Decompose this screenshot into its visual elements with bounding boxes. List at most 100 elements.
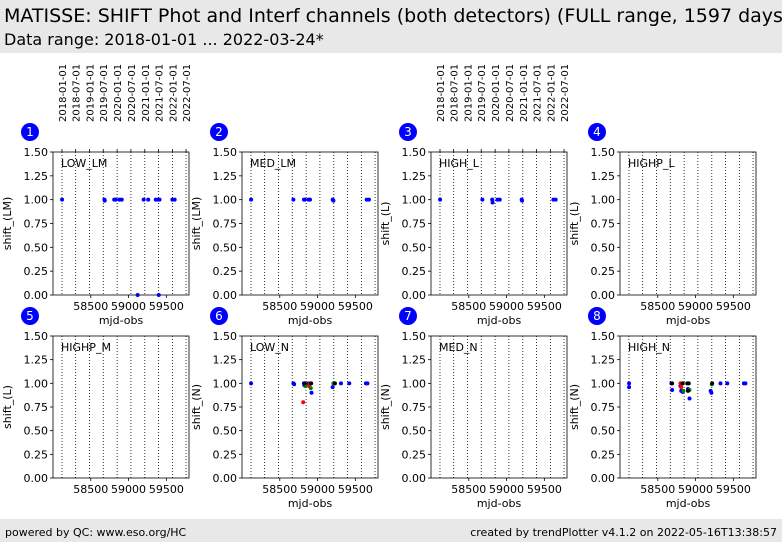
panel-8-point xyxy=(686,381,691,386)
panel-3-date-label: 2021-01-01 xyxy=(519,64,530,122)
panel-4-ytick-label: 0.25 xyxy=(591,265,616,278)
panel-7-ylabel: shift_(N) xyxy=(379,384,392,430)
panel-3-date-label: 2022-07-01 xyxy=(560,64,571,122)
panel-8-ytick-label: 0.00 xyxy=(591,472,616,485)
panel-4-label: HIGHP_L xyxy=(628,157,675,170)
panel-7-ytick-label: 1.50 xyxy=(402,330,427,343)
panel-2-ylabel: shift_(LM) xyxy=(190,197,203,250)
panel-1-date-label: 2018-01-01 xyxy=(58,64,69,122)
panel-7-badge-number: 7 xyxy=(404,309,412,323)
panel-3-point xyxy=(480,197,485,202)
panel-8-ylabel: shift_(N) xyxy=(568,384,581,430)
panel-4-ytick-label: 1.00 xyxy=(591,194,616,207)
panel-3-ytick-label: 1.00 xyxy=(402,194,427,207)
panel-2-ytick-label: 0.00 xyxy=(213,289,238,302)
panel-7-badge xyxy=(399,307,417,325)
panel-1-point xyxy=(135,293,140,297)
panel-8-badge xyxy=(588,307,606,325)
panel-8-ytick-label: 0.75 xyxy=(591,401,616,414)
panel-1-point xyxy=(156,293,161,297)
panel-3-date-label: 2021-07-01 xyxy=(532,64,543,122)
panel-8-ytick-label: 1.25 xyxy=(591,354,616,367)
panel-6-xtick-label: 58500 xyxy=(262,483,297,496)
panel-6-ytick-label: 0.50 xyxy=(213,425,238,438)
panel-8-point xyxy=(627,381,632,386)
panel-4-xtick-label: 58500 xyxy=(640,300,675,313)
panel-3-ytick-label: 0.00 xyxy=(402,289,427,302)
panel-1-xtick-label: 59000 xyxy=(111,300,146,313)
panel-1-point xyxy=(146,197,151,202)
panel-1-ytick-label: 0.75 xyxy=(24,218,49,231)
panel-4-ylabel: shift_(L) xyxy=(568,202,581,246)
panel-2-ytick-label: 0.25 xyxy=(213,265,238,278)
panel-5-label: HIGHP_M xyxy=(61,341,111,354)
panel-2-label: MED_LM xyxy=(250,157,296,170)
panel-5-xtick-label: 59500 xyxy=(149,483,184,496)
panel-6-badge xyxy=(210,307,228,325)
panel-5-ytick-label: 0.00 xyxy=(24,472,49,485)
panel-1-ylabel: shift_(LM) xyxy=(1,197,14,250)
panel-3-ytick-label: 0.25 xyxy=(402,265,427,278)
panel-1-date-label: 2020-07-01 xyxy=(127,64,138,122)
panel-5-xtick-label: 59000 xyxy=(111,483,146,496)
panel-3-date-label: 2019-07-01 xyxy=(477,64,488,122)
panel-1-point xyxy=(113,197,118,202)
panel-8-point xyxy=(687,396,692,401)
panel-3-point xyxy=(438,197,443,202)
panel-5-badge-number: 5 xyxy=(26,309,34,323)
panel-1-ytick-label: 0.25 xyxy=(24,265,49,278)
panel-8-xtick-label: 58500 xyxy=(640,483,675,496)
panel-1-xlabel: mjd-obs xyxy=(99,314,144,327)
panel-5-frame xyxy=(52,335,190,479)
panel-3-date-label: 2022-01-01 xyxy=(546,64,557,122)
panel-8-point xyxy=(743,381,748,386)
panel-6-xlabel: mjd-obs xyxy=(288,497,333,510)
panel-2-badge xyxy=(210,123,228,141)
panel-5-badge xyxy=(21,307,39,325)
panel-1-xtick-label: 58500 xyxy=(73,300,108,313)
panel-3-date-label: 2020-01-01 xyxy=(491,64,502,122)
panel-1-date-label: 2019-01-01 xyxy=(86,64,97,122)
panel-7-xtick-label: 58500 xyxy=(451,483,486,496)
panel-7-ytick-label: 0.50 xyxy=(402,425,427,438)
panel-8-ytick-label: 0.25 xyxy=(591,448,616,461)
panel-6-point xyxy=(309,390,314,395)
panel-8-point xyxy=(709,390,714,395)
panel-3-point xyxy=(520,198,525,203)
panel-5-ytick-label: 1.50 xyxy=(24,330,49,343)
panel-2-xtick-label: 59000 xyxy=(300,300,335,313)
panel-1-date-label: 2022-07-01 xyxy=(182,64,193,122)
panel-3-ytick-label: 0.50 xyxy=(402,241,427,254)
panel-3-xtick-label: 59500 xyxy=(527,300,562,313)
panel-4-ytick-label: 1.25 xyxy=(591,170,616,183)
panel-7-ytick-label: 0.25 xyxy=(402,448,427,461)
panel-2-point xyxy=(291,197,296,202)
panel-3-point xyxy=(497,197,502,202)
panel-1-point xyxy=(119,197,124,202)
panel-3-label: HIGH_L xyxy=(439,157,480,170)
panel-6-point xyxy=(332,381,337,386)
panel-7-ytick-label: 1.25 xyxy=(402,354,427,367)
panel-8-point xyxy=(680,381,685,386)
panel-6-ylabel: shift_(N) xyxy=(190,384,203,430)
panel-3-xtick-label: 59000 xyxy=(489,300,524,313)
panel-8-point xyxy=(670,387,675,392)
panel-1-label: LOW_LM xyxy=(61,157,107,170)
panel-8-point xyxy=(627,385,632,390)
panel-1-point xyxy=(157,197,162,202)
panel-1-date-label: 2020-01-01 xyxy=(113,64,124,122)
panel-7-xtick-label: 59000 xyxy=(489,483,524,496)
panel-1-date-label: 2018-07-01 xyxy=(72,64,83,122)
panel-8-point xyxy=(718,381,723,386)
panel-1-frame xyxy=(52,151,190,296)
panel-8-frame xyxy=(619,335,757,479)
panel-7-frame xyxy=(430,335,568,479)
panel-6-label: LOW_N xyxy=(250,341,289,354)
panel-6-xtick-label: 59500 xyxy=(338,483,373,496)
panel-3-date-label: 2020-07-01 xyxy=(505,64,516,122)
panel-7-ytick-label: 0.00 xyxy=(402,472,427,485)
panel-3-ylabel: shift_(L) xyxy=(379,202,392,246)
panel-5-ytick-label: 1.25 xyxy=(24,354,49,367)
footer-credit: powered by QC: www.eso.org/HC xyxy=(5,526,187,539)
panel-4-xtick-label: 59500 xyxy=(716,300,751,313)
